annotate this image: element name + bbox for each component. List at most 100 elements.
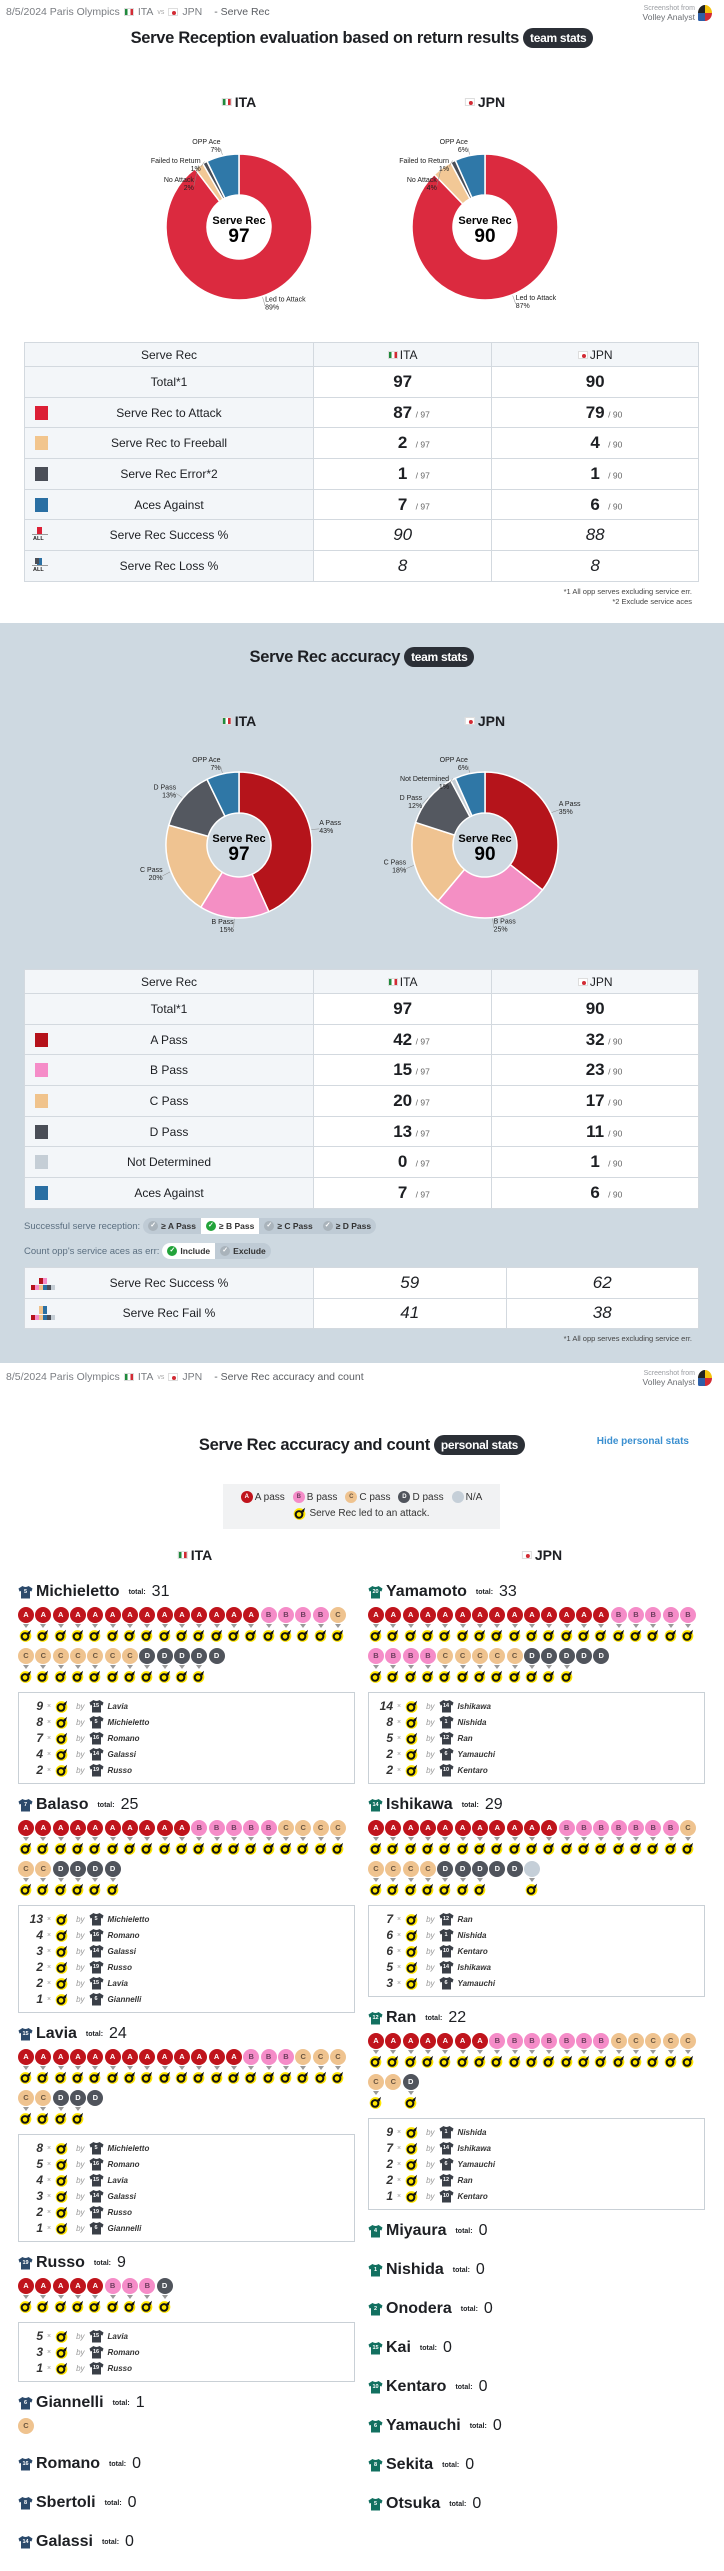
- column-header-label: JPN: [589, 347, 613, 362]
- icon-text: ALL: [33, 536, 44, 543]
- branding-line2: Volley Analyst: [642, 1377, 695, 1387]
- pass-grade-b: B: [645, 1607, 662, 1623]
- attack-icon: [577, 1842, 590, 1855]
- attack-entry: 7 × by 14 Ishikawa: [377, 2140, 696, 2156]
- arrow-down-icon: [667, 2050, 674, 2054]
- attacker-name: Lavia: [107, 2175, 129, 2185]
- jersey-number: 6: [444, 1980, 448, 1986]
- attack-icon: [123, 2300, 136, 2313]
- total-label: total:: [109, 2460, 127, 2468]
- pass-grade-a: A: [121, 2049, 138, 2065]
- jersey-icon: 14: [439, 2141, 454, 2155]
- pass-grade-b: B: [225, 1820, 242, 1836]
- arrow-down-icon: [40, 1624, 47, 1628]
- times-sign: ×: [47, 1750, 52, 1758]
- arrow-down-icon: [126, 1837, 133, 1841]
- jersey-number: 15: [372, 2345, 379, 2351]
- by-label: by: [76, 1962, 85, 1972]
- attack-icon: [55, 1929, 68, 1942]
- attack-count: 5: [36, 2329, 43, 2343]
- jersey-number: 8: [373, 2462, 378, 2468]
- row-label-cell: B Pass: [24, 1054, 314, 1087]
- jersey-icon: 15: [18, 2027, 33, 2041]
- by-label: by: [426, 1946, 435, 1956]
- attack-icon: [106, 2071, 118, 2084]
- count-denominator: / 90: [608, 439, 623, 450]
- pass-grade-c: C: [368, 2074, 384, 2090]
- pass-item: B: [225, 1820, 242, 1861]
- pass-grade-d: D: [471, 1861, 488, 1877]
- pass-item: A: [385, 1607, 402, 1648]
- row-label: Total*1: [150, 374, 188, 389]
- arrow-down-icon: [57, 1878, 64, 1882]
- pass-grade-a: A: [471, 1607, 488, 1623]
- option-bpass[interactable]: ✓ ≥ B Pass: [200, 1218, 260, 1234]
- arrow-down-icon: [161, 1624, 168, 1628]
- count-denominator: / 90: [608, 1128, 623, 1139]
- pass-item: C: [329, 1820, 346, 1861]
- attack-icon: [386, 1883, 399, 1896]
- jersey-number: 10: [442, 1948, 450, 1954]
- arrow-down-icon: [476, 2050, 483, 2054]
- total-label: total:: [85, 2030, 104, 2038]
- attack-count: 6: [386, 1928, 393, 1942]
- total-value: 0: [478, 2222, 488, 2239]
- row-label: Serve Rec Success %: [109, 528, 229, 543]
- pass-item: A: [18, 1607, 34, 1648]
- pass-grade-a: A: [52, 2278, 69, 2294]
- jersey-number: 14: [442, 1703, 450, 1709]
- row-label-cell: Serve Rec Success %: [24, 1267, 314, 1299]
- option-apass[interactable]: ✓ ≥ A Pass: [143, 1218, 201, 1234]
- option-include[interactable]: ✓ Include: [162, 1243, 216, 1259]
- pass-grade-b: B: [208, 1820, 225, 1836]
- by-label: by: [426, 2127, 435, 2137]
- hide-personal-stats-link[interactable]: Hide personal stats: [596, 1436, 689, 1447]
- jersey-number: 15: [92, 1980, 100, 1986]
- pass-item: A: [18, 2049, 34, 2090]
- total-value: 0: [465, 2456, 475, 2473]
- pass-grade-a: A: [156, 2049, 173, 2065]
- option-dpass[interactable]: ✓ ≥ D Pass: [318, 1218, 376, 1234]
- arrow-down-icon: [494, 1624, 501, 1628]
- pass-item: C: [35, 1648, 52, 1689]
- pass-grade-c: C: [295, 1820, 312, 1836]
- option-label: ≥ C Pass: [277, 1221, 313, 1231]
- arrow-down-icon: [57, 1837, 64, 1841]
- jersey-number: 15: [92, 2177, 100, 2183]
- label-leader-line: [311, 828, 320, 830]
- jersey-number: 10: [442, 2193, 450, 2199]
- arrow-down-icon: [74, 2066, 81, 2070]
- player-name: Lavia: [36, 2025, 77, 2042]
- jersey-number: 5: [373, 2501, 378, 2507]
- arrow-down-icon: [40, 2066, 47, 2070]
- pass-item: B: [385, 1648, 402, 1689]
- arrow-down-icon: [598, 1837, 605, 1841]
- pass-grade-b: B: [260, 2049, 277, 2065]
- player-card: 6 Yamauchi total: 0: [368, 2416, 708, 2436]
- arrow-down-icon: [684, 1837, 691, 1841]
- attack-icon: [405, 1716, 418, 1729]
- table-row: A Pass 42/ 97 32/ 90: [24, 1023, 699, 1056]
- total-label: total:: [452, 2266, 470, 2274]
- player-card: 1 Nishida total: 0: [368, 2260, 708, 2280]
- arrow-down-icon: [248, 1624, 255, 1628]
- pass-grade-c: C: [329, 1820, 346, 1836]
- column-header-label: Serve Rec: [140, 974, 198, 989]
- color-swatch-icon: [35, 436, 48, 451]
- pass-grade-d: D: [575, 1648, 592, 1664]
- pass-item: C: [419, 1861, 436, 1902]
- pass-grade-b: B: [593, 1820, 610, 1836]
- attack-icon: [175, 2071, 188, 2084]
- pass-grade-a: A: [208, 2049, 225, 2065]
- pass-item: D: [191, 1648, 208, 1689]
- option-exclude[interactable]: ✓ Exclude: [215, 1243, 271, 1259]
- jersey-icon: 1: [439, 1715, 454, 1729]
- pass-item: D: [69, 2090, 86, 2131]
- pass-item: C: [489, 1648, 506, 1689]
- option-cpass[interactable]: ✓ ≥ C Pass: [259, 1218, 317, 1234]
- by-label: by: [426, 2143, 435, 2153]
- value-cell-ita: 90: [312, 519, 493, 552]
- donut-chart-jpn-return-results: Led to Attack 87% No Attack 4% Failed to Ret…: [365, 127, 605, 327]
- attack-count: 5: [386, 1731, 393, 1745]
